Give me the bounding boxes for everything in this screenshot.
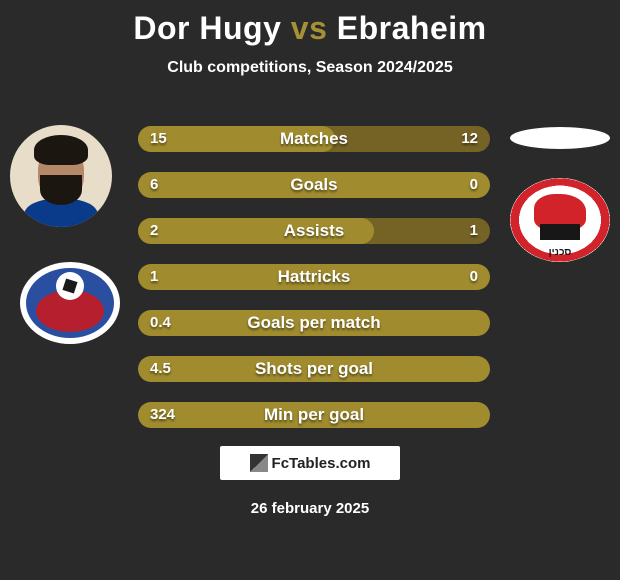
stat-row: 0.4Goals per match bbox=[138, 310, 490, 336]
stat-label: Goals per match bbox=[138, 310, 490, 336]
date-text: 26 february 2025 bbox=[0, 500, 620, 517]
vs-text: vs bbox=[291, 10, 328, 46]
stat-label: Matches bbox=[138, 126, 490, 152]
stats-bars: 1512Matches 60Goals 21Assists 10Hattricks 0.… bbox=[138, 126, 490, 448]
player1-avatar bbox=[10, 125, 112, 227]
stat-label: Min per goal bbox=[138, 402, 490, 428]
stat-row: 10Hattricks bbox=[138, 264, 490, 290]
stat-row: 1512Matches bbox=[138, 126, 490, 152]
fctables-logo-icon bbox=[250, 454, 268, 472]
player1-name: Dor Hugy bbox=[133, 10, 281, 46]
stat-row: 21Assists bbox=[138, 218, 490, 244]
stat-row: 324Min per goal bbox=[138, 402, 490, 428]
stat-row: 4.5Shots per goal bbox=[138, 356, 490, 382]
player2-club-crest: סכנין bbox=[510, 178, 610, 262]
player2-avatar-placeholder bbox=[510, 127, 610, 149]
player1-club-crest bbox=[20, 262, 120, 344]
comparison-title: Dor Hugy vs Ebraheim bbox=[0, 0, 620, 47]
fctables-watermark: FcTables.com bbox=[220, 446, 400, 480]
subtitle: Club competitions, Season 2024/2025 bbox=[0, 59, 620, 77]
stat-row: 60Goals bbox=[138, 172, 490, 198]
player2-name: Ebraheim bbox=[337, 10, 487, 46]
stat-label: Hattricks bbox=[138, 264, 490, 290]
fctables-text: FcTables.com bbox=[272, 455, 371, 472]
stat-label: Goals bbox=[138, 172, 490, 198]
stat-label: Shots per goal bbox=[138, 356, 490, 382]
stat-label: Assists bbox=[138, 218, 490, 244]
